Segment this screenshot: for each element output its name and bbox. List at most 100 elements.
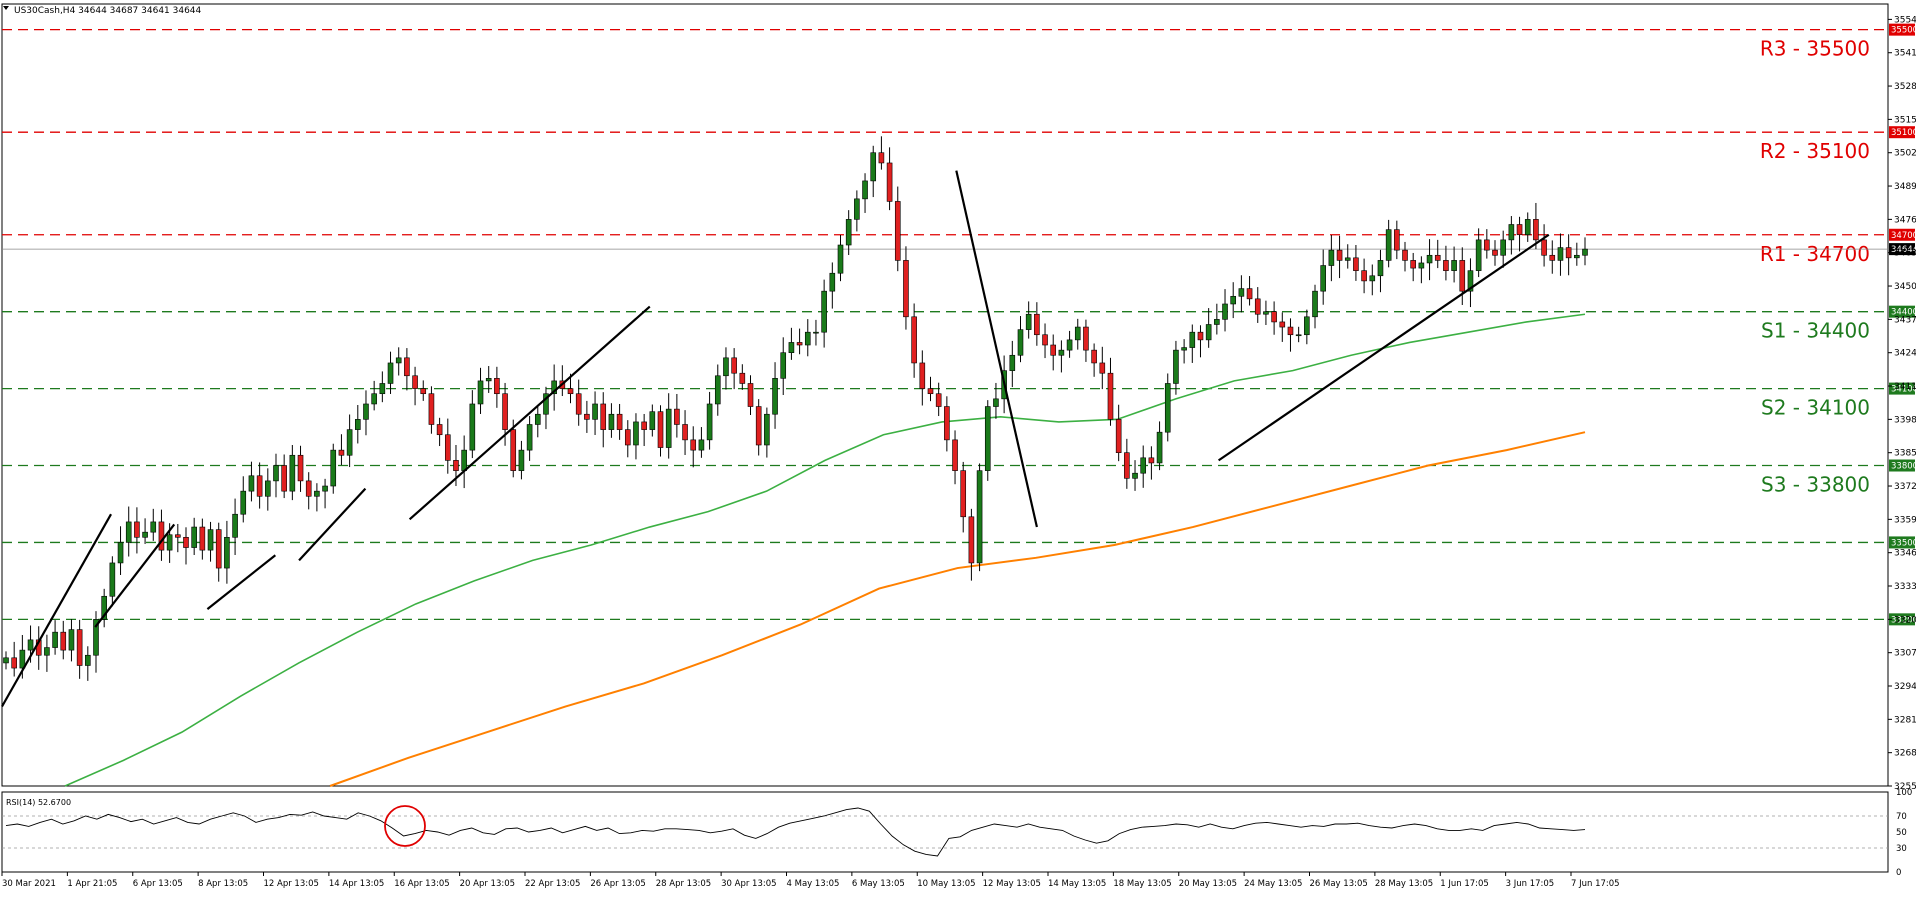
time-tick-label: 1 Jun 17:05 <box>1440 879 1489 889</box>
candle-body <box>600 403 607 430</box>
candle-body <box>68 629 75 651</box>
price-tick-label: 34370 <box>1894 315 1916 325</box>
candle-body <box>1050 344 1057 356</box>
candle-body <box>1230 295 1237 305</box>
candle-body <box>1083 326 1089 351</box>
candle-body <box>1025 313 1032 330</box>
candle-body <box>747 383 754 407</box>
time-tick-label: 30 Mar 2021 <box>2 879 56 889</box>
candle-body <box>1443 260 1449 271</box>
time-tick-label: 12 May 13:05 <box>983 879 1041 889</box>
candle-body <box>322 485 328 492</box>
level-tag <box>1889 228 1915 241</box>
candle-body <box>502 393 508 430</box>
time-tick-label: 7 Jun 17:05 <box>1571 879 1620 889</box>
candle-body <box>256 475 263 497</box>
candle-body <box>698 439 705 451</box>
candle-body <box>461 449 467 471</box>
candle-body <box>1124 452 1130 479</box>
candle-body <box>993 398 999 407</box>
candle-body <box>142 531 148 538</box>
level-tag-label: 35500 <box>1891 26 1916 36</box>
level-tag <box>1889 305 1915 318</box>
candle-body <box>60 631 67 651</box>
candle-body <box>1132 472 1138 479</box>
candle-body <box>150 521 157 533</box>
candle-body <box>1058 349 1065 356</box>
candle-body <box>1189 331 1196 348</box>
level-tag <box>1889 536 1915 549</box>
candle-body <box>952 439 958 471</box>
time-tick-label: 26 Apr 13:05 <box>590 879 645 889</box>
candle-body <box>1017 329 1024 356</box>
candle-body <box>453 460 459 471</box>
level-tag-label: 35100 <box>1891 128 1916 138</box>
candle-body <box>1074 326 1081 341</box>
candle-body <box>1394 229 1400 251</box>
price-tick-label: 33590 <box>1894 515 1916 525</box>
level-tag-label: 34400 <box>1891 308 1916 318</box>
price-tick-label: 34760 <box>1894 215 1916 225</box>
candle-body <box>477 380 484 405</box>
candle-body <box>199 526 206 551</box>
time-tick-label: 18 May 13:05 <box>1113 879 1171 889</box>
price-tick-label: 35150 <box>1894 115 1916 125</box>
price-tick-label: 34630 <box>1894 249 1916 259</box>
candle-body <box>1410 260 1416 269</box>
time-tick-label: 6 May 13:05 <box>852 879 905 889</box>
candle-body <box>1304 316 1310 336</box>
level-label-R3: R3 - 35500 <box>1760 37 1870 61</box>
candle-body <box>1320 265 1326 292</box>
candle-body <box>1042 334 1048 346</box>
candle-body <box>158 521 165 551</box>
candle-body <box>1287 326 1294 336</box>
candle-body <box>1402 249 1408 261</box>
candle-body <box>551 380 557 395</box>
trendline <box>408 305 651 521</box>
candle-body <box>1099 362 1106 374</box>
candle-body <box>862 180 868 200</box>
candle-body <box>755 406 762 446</box>
candle-body <box>870 152 877 182</box>
level-tag-label: 33500 <box>1891 538 1916 548</box>
candle-body <box>1516 224 1523 236</box>
candle-body <box>314 490 320 497</box>
trendline <box>1002 380 1038 528</box>
candle-body <box>878 152 885 164</box>
candle-body <box>3 657 9 664</box>
time-tick-label: 8 Apr 13:05 <box>198 879 248 889</box>
time-tick-label: 4 May 13:05 <box>787 879 840 889</box>
rsi-label: RSI(14) 52.6700 <box>6 798 71 807</box>
candle-body <box>1353 257 1359 271</box>
candle-body <box>404 357 410 377</box>
candle-body <box>11 657 17 669</box>
candle-body <box>968 516 975 564</box>
candle-body <box>420 388 427 395</box>
level-label-S3: S3 - 33800 <box>1761 473 1870 497</box>
candle-body <box>305 480 312 497</box>
candle-body <box>1557 247 1564 261</box>
price-tick-label: 33200 <box>1894 615 1916 625</box>
candle-body <box>714 375 721 405</box>
candle-body <box>1541 239 1547 256</box>
price-tick-label: 32810 <box>1894 715 1916 725</box>
candle-body <box>1484 239 1490 251</box>
candle-body <box>1214 319 1220 325</box>
candle-body <box>265 480 271 497</box>
price-tick-label: 32680 <box>1894 749 1916 759</box>
candle-body <box>85 654 91 666</box>
candle-body <box>1164 383 1171 433</box>
candle-body <box>436 424 443 436</box>
time-tick-label: 20 Apr 13:05 <box>460 879 515 889</box>
candle-body <box>371 393 377 405</box>
candle-body <box>731 357 737 374</box>
level-tag-label: 33800 <box>1891 462 1916 472</box>
rsi-annotation-circle <box>384 805 426 847</box>
rsi-tick-label: 70 <box>1896 812 1907 822</box>
candle-body <box>297 454 304 482</box>
dropdown-arrow-icon[interactable] <box>3 6 9 10</box>
candle-body <box>485 378 492 382</box>
candle-body <box>44 647 50 656</box>
